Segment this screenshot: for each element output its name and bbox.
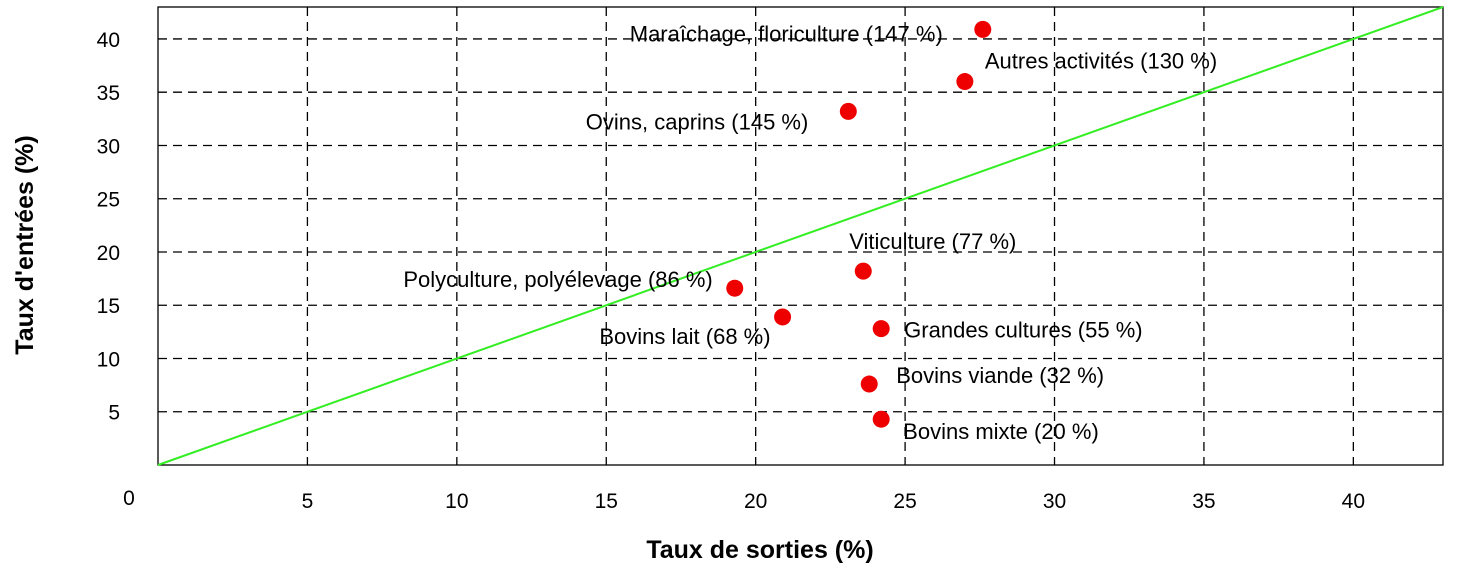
data-point-5: [774, 308, 792, 326]
plot-border: [157, 6, 1444, 466]
point-labels: Maraîchage, floriculture (147 %) Autres a…: [403, 21, 1217, 444]
x-tick-label-4: 25: [893, 490, 916, 513]
origin-tick-label: 0: [123, 487, 135, 510]
data-points: [726, 20, 992, 428]
x-tick-label-1: 10: [445, 490, 468, 513]
y-tick-label-6: 35: [97, 82, 120, 105]
x-tick-label-2: 15: [595, 490, 618, 513]
y-tick-label-3: 20: [97, 242, 120, 265]
x-tick-label-7: 40: [1342, 490, 1365, 513]
y-tick-label-0: 5: [108, 402, 120, 425]
point-label-1: Autres activités (130 %): [985, 49, 1217, 74]
x-tick-label-6: 35: [1192, 490, 1215, 513]
data-point-8: [872, 410, 890, 428]
point-label-2: Ovins, caprins (145 %): [586, 109, 809, 134]
tick-labels: 5 10 15 20 25 30 35 40 5 10 15 20 25 30 35 40 0: [97, 29, 1365, 513]
data-point-1: [956, 73, 974, 91]
plot-frame: [157, 6, 1444, 466]
point-label-4: Polyculture, polyélevage (86 %): [403, 267, 712, 292]
data-point-3: [854, 262, 872, 280]
x-tick-label-3: 20: [744, 490, 767, 513]
data-point-2: [839, 102, 857, 120]
y-tick-label-5: 30: [97, 135, 120, 158]
y-tick-label-2: 15: [97, 295, 120, 318]
point-label-0: Maraîchage, floriculture (147 %): [630, 21, 943, 46]
data-point-7: [860, 375, 878, 393]
reference-line-group: [157, 6, 1444, 466]
point-label-5: Bovins lait (68 %): [599, 324, 770, 349]
point-label-7: Bovins viande (32 %): [896, 363, 1104, 388]
point-label-8: Bovins mixte (20 %): [903, 419, 1099, 444]
y-axis-title: Taux d'entrées (%): [11, 135, 39, 354]
grid-lines: [158, 7, 1443, 465]
point-label-3: Viticulture (77 %): [849, 229, 1016, 254]
x-tick-label-5: 30: [1043, 490, 1066, 513]
point-label-6: Grandes cultures (55 %): [904, 318, 1142, 343]
reference-line: [157, 6, 1444, 466]
y-tick-label-7: 40: [97, 29, 120, 52]
data-point-6: [872, 320, 890, 338]
data-point-0: [974, 20, 992, 38]
x-tick-label-0: 5: [302, 490, 314, 513]
data-point-4: [726, 279, 744, 297]
x-axis-title: Taux de sorties (%): [646, 536, 873, 564]
y-tick-label-4: 25: [97, 189, 120, 212]
y-tick-label-1: 10: [97, 348, 120, 371]
